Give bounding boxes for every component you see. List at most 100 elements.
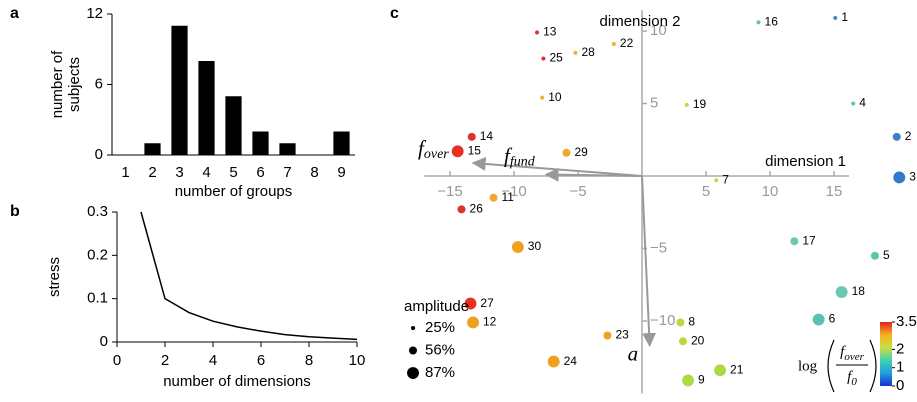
y-tick-label: 0.1 xyxy=(87,290,108,307)
size-legend-dot xyxy=(409,346,417,355)
x-tick-label: 6 xyxy=(257,352,265,369)
point-label: 14 xyxy=(480,129,494,143)
point xyxy=(833,15,838,21)
x-tick-label: 8 xyxy=(305,352,313,369)
point xyxy=(467,316,479,329)
point xyxy=(603,331,612,340)
point xyxy=(534,30,540,35)
arrow-label: a xyxy=(628,341,639,365)
arrow-label-sub: over xyxy=(424,147,449,162)
point-label: 3 xyxy=(909,170,916,184)
colorbar xyxy=(880,322,892,386)
point-label: 11 xyxy=(502,190,515,204)
colorbar-label-num: fover xyxy=(840,344,864,362)
x-tick-label: 4 xyxy=(209,352,217,369)
y-axis-label: number ofsubjects xyxy=(49,50,83,118)
x-tick-label: 5 xyxy=(702,183,710,200)
size-legend-label: 87% xyxy=(425,364,455,381)
colorbar-label-fn: log xyxy=(798,358,818,374)
point xyxy=(714,178,719,183)
y-axis-label: stress xyxy=(46,257,63,297)
y-tick-label: 10 xyxy=(650,22,667,39)
y-tick-label: 5 xyxy=(650,94,658,111)
x-tick-label: 4 xyxy=(202,164,210,181)
num-sub: over xyxy=(844,351,864,363)
x-tick-label: 0 xyxy=(113,352,121,369)
x-tick-label: 10 xyxy=(762,183,779,200)
point-label: 19 xyxy=(693,97,707,111)
point xyxy=(451,145,464,158)
point-label: 5 xyxy=(883,248,890,262)
point-label: 10 xyxy=(548,90,562,104)
x-tick-label: 9 xyxy=(337,164,345,181)
point xyxy=(467,132,476,141)
point xyxy=(540,95,545,100)
point xyxy=(676,318,685,327)
point-label: 26 xyxy=(470,202,484,216)
panel-label: a xyxy=(10,5,19,22)
arrow-label: ffund xyxy=(504,143,536,169)
x-axis-label: number of groups xyxy=(175,183,293,200)
x-tick-label: 3 xyxy=(175,164,183,181)
point-label: 30 xyxy=(528,239,542,253)
point xyxy=(756,20,761,25)
line xyxy=(140,211,358,341)
size-legend-label: 56% xyxy=(425,341,455,358)
arrow-label-main: f xyxy=(504,143,513,167)
y-tick-label: 6 xyxy=(95,75,103,92)
point xyxy=(892,132,901,141)
point-label: 13 xyxy=(543,25,557,39)
paren-right xyxy=(869,339,877,393)
y-axis-label-line: number of xyxy=(49,50,66,118)
bar xyxy=(144,143,161,155)
point-label: 20 xyxy=(691,333,705,347)
bar xyxy=(333,131,350,155)
x-tick-label: 5 xyxy=(229,164,237,181)
bar xyxy=(279,143,296,155)
point-label: 9 xyxy=(698,373,705,387)
point-label: 15 xyxy=(468,144,482,158)
point-label: 28 xyxy=(582,45,596,59)
x-axis-label: dimension 1 xyxy=(765,153,846,170)
y-tick-label: 0 xyxy=(100,333,108,350)
arrow-label-main: f xyxy=(418,136,427,160)
bar xyxy=(171,25,188,155)
point xyxy=(678,337,687,346)
panel-label: b xyxy=(10,203,20,220)
y-axis-label: dimension 2 xyxy=(600,13,681,30)
point-label: 21 xyxy=(730,362,744,376)
point xyxy=(511,241,524,253)
bar xyxy=(225,96,242,155)
colorbar-tick-label: 2 xyxy=(896,340,904,357)
y-tick-label: −5 xyxy=(650,239,667,256)
point xyxy=(714,364,727,377)
bar xyxy=(198,61,215,155)
point xyxy=(611,41,616,47)
point-label: 24 xyxy=(564,354,578,368)
x-tick-label: 8 xyxy=(310,164,318,181)
colorbar-tick-label: 1 xyxy=(896,359,904,376)
point xyxy=(562,148,571,157)
point xyxy=(682,374,695,387)
x-tick-label: 15 xyxy=(826,183,843,200)
point xyxy=(835,286,848,298)
point xyxy=(541,56,546,61)
den-sub: 0 xyxy=(851,376,857,388)
arrow xyxy=(641,175,657,348)
point xyxy=(790,237,799,246)
x-tick-label: 10 xyxy=(349,352,366,369)
y-tick-label: 0.2 xyxy=(87,246,108,263)
y-tick-label: 0.3 xyxy=(87,203,108,220)
size-legend-dot xyxy=(410,325,416,331)
point-label: 22 xyxy=(620,36,634,50)
point xyxy=(893,171,906,184)
point-label: 4 xyxy=(859,96,866,110)
bar xyxy=(252,131,269,155)
panel-label: c xyxy=(390,5,399,22)
size-legend-label: 25% xyxy=(425,319,455,336)
point-label: 17 xyxy=(802,233,816,247)
size-legend-title: amplitude xyxy=(404,298,469,315)
point-label: 1 xyxy=(841,10,848,24)
